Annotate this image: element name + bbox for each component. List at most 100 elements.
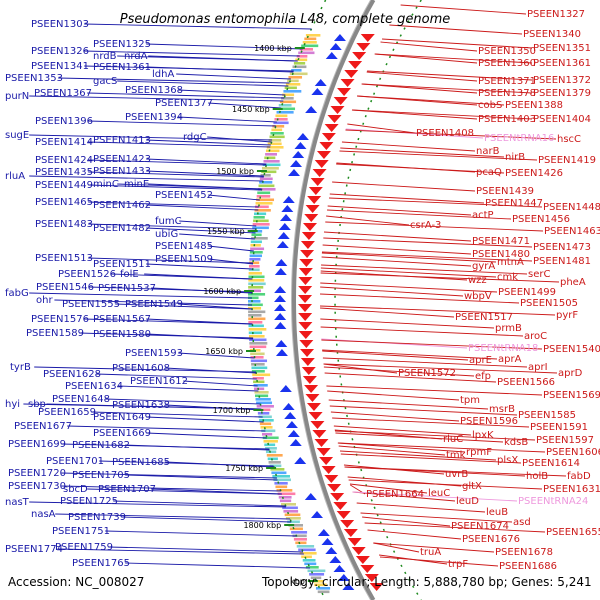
left-gene-label[interactable]: PSEEN1341 — [31, 61, 89, 72]
left-gene-label[interactable]: PSEEN1725 — [60, 496, 118, 507]
right-gene-label[interactable]: PSEEN1378 — [478, 88, 536, 99]
right-gene-label[interactable]: cobS — [478, 100, 502, 111]
right-gene-label[interactable]: uvrB — [445, 469, 468, 480]
right-gene-label[interactable]: aprA — [498, 354, 522, 365]
left-gene-label[interactable]: PSEEN1567 — [93, 314, 151, 325]
right-gene-label[interactable]: wbpV — [464, 291, 492, 302]
right-gene-label[interactable]: narB — [476, 146, 500, 157]
right-gene-label[interactable]: PSEEN1471 — [472, 236, 530, 247]
right-gene-label[interactable]: PSEEN1517 — [455, 312, 513, 323]
right-gene-label[interactable]: PSEEN1678 — [495, 547, 553, 558]
right-gene-label[interactable]: lpxK — [472, 430, 494, 441]
left-gene-label[interactable]: PSEEN1513 — [35, 253, 93, 264]
right-gene-label[interactable]: PSEEN1481 — [533, 256, 591, 267]
left-gene-label[interactable]: PSEEN1707 — [98, 484, 156, 495]
left-gene-label[interactable]: PSEEN1377 — [155, 98, 213, 109]
right-gene-label[interactable]: leuC — [428, 488, 450, 499]
left-gene-label[interactable]: PSEEN1774 — [5, 544, 63, 555]
right-gene-label[interactable]: pcaQ — [476, 167, 502, 178]
right-gene-label[interactable]: gltX — [462, 481, 482, 492]
left-gene-label[interactable]: PSEEN1367 — [34, 88, 92, 99]
left-gene-label[interactable]: PSEEN1699 — [8, 439, 66, 450]
right-gene-label[interactable]: PSEEN1597 — [536, 435, 594, 446]
right-gene-label[interactable]: PSEEN1361 — [533, 58, 591, 69]
right-gene-label[interactable]: rluC — [443, 434, 463, 445]
right-gene-label[interactable]: PSEEN1448 — [543, 202, 600, 213]
right-gene-label[interactable]: PSEENtRNA24 — [518, 496, 588, 507]
left-gene-label[interactable]: ubiG — [155, 229, 178, 240]
left-gene-label[interactable]: PSEEN1325 — [93, 39, 151, 50]
right-gene-label[interactable]: PSEEN1655 — [546, 527, 600, 538]
right-gene-label[interactable]: PSEEN1664 — [366, 489, 424, 500]
left-gene-label[interactable]: PSEEN1669 — [93, 428, 151, 439]
left-gene-label[interactable]: PSEEN1465 — [35, 197, 93, 208]
right-gene-label[interactable]: PSEEN1360 — [478, 58, 536, 69]
left-gene-label[interactable]: PSEEN1555 — [62, 299, 120, 310]
left-gene-label[interactable]: fumC — [155, 216, 182, 227]
left-gene-label[interactable]: rluA — [5, 171, 25, 182]
left-gene-label[interactable]: nasA — [31, 509, 56, 520]
left-gene-label[interactable]: PSEEN1720 — [8, 468, 66, 479]
left-gene-label[interactable]: PSEEN1634 — [65, 381, 123, 392]
left-gene-label[interactable]: PSEEN1608 — [112, 363, 170, 374]
right-gene-label[interactable]: wzz — [468, 275, 487, 286]
right-gene-label[interactable]: PSEEN1566 — [497, 377, 555, 388]
left-gene-label[interactable]: PSEEN1303 — [31, 19, 89, 30]
left-gene-label[interactable]: PSEEN1368 — [125, 85, 183, 96]
left-gene-label[interactable]: PSEEN1589 — [26, 328, 84, 339]
right-gene-label[interactable]: PSEEN1499 — [498, 287, 556, 298]
right-gene-label[interactable]: PSEEN1351 — [533, 43, 591, 54]
right-gene-label[interactable]: PSEEN1572 — [398, 368, 456, 379]
left-gene-label[interactable]: nasT — [5, 497, 30, 508]
left-gene-label[interactable]: PSEEN1394 — [125, 112, 183, 123]
left-gene-label[interactable]: PSEEN1326 — [31, 46, 89, 57]
right-gene-label[interactable]: PSEEN1614 — [522, 458, 580, 469]
right-gene-label[interactable]: kdsB — [504, 437, 528, 448]
right-gene-label[interactable]: PSEEN1419 — [538, 155, 596, 166]
left-gene-label[interactable]: nrdA — [124, 51, 148, 62]
right-gene-label[interactable]: gyrA — [472, 261, 495, 272]
left-gene-label[interactable]: purN — [5, 91, 29, 102]
left-gene-label[interactable]: PSEEN1433 — [93, 166, 151, 177]
right-gene-label[interactable]: PSEEN1408 — [416, 128, 474, 139]
left-gene-label[interactable]: folE — [120, 269, 139, 280]
left-gene-label[interactable]: PSEEN1452 — [155, 190, 213, 201]
left-gene-label[interactable]: tyrB — [10, 362, 31, 373]
left-gene-label[interactable]: nrdB — [93, 51, 117, 62]
left-gene-label[interactable]: PSEEN1449 — [35, 180, 93, 191]
right-gene-label[interactable]: aprI — [528, 362, 548, 373]
right-gene-label[interactable]: rpmF — [466, 447, 492, 458]
left-gene-label[interactable]: PSEEN1435 — [35, 167, 93, 178]
right-gene-label[interactable]: PSEEN1371 — [478, 76, 536, 87]
right-gene-label[interactable]: pyrF — [556, 310, 578, 321]
left-gene-label[interactable]: PSEEN1511 — [93, 259, 151, 270]
right-gene-label[interactable]: PSEEN1463 — [544, 226, 600, 237]
right-gene-label[interactable]: PSEEN1505 — [520, 298, 578, 309]
left-gene-label[interactable]: ldhA — [152, 69, 174, 80]
right-gene-label[interactable]: prmB — [495, 323, 522, 334]
left-gene-label[interactable]: gacS — [93, 76, 117, 87]
right-gene-label[interactable]: PSEEN1585 — [518, 410, 576, 421]
right-gene-label[interactable]: truA — [420, 547, 441, 558]
right-gene-label[interactable]: hscC — [557, 134, 581, 145]
left-gene-label[interactable]: PSEEN1424 — [35, 155, 93, 166]
right-gene-label[interactable]: fabD — [567, 471, 591, 482]
right-gene-label[interactable]: PSEEN1327 — [527, 9, 585, 20]
left-gene-label[interactable]: PSEEN1546 — [36, 282, 94, 293]
left-gene-label[interactable]: PSEEN1677 — [14, 421, 72, 432]
left-gene-label[interactable]: PSEEN1705 — [72, 470, 130, 481]
right-gene-label[interactable]: msrB — [489, 404, 515, 415]
right-gene-label[interactable]: PSEEN1426 — [505, 168, 563, 179]
right-gene-label[interactable]: trpF — [448, 559, 468, 570]
left-gene-label[interactable]: PSEEN1648 — [52, 394, 110, 405]
left-gene-label[interactable]: PSEEN1759 — [55, 542, 113, 553]
right-gene-label[interactable]: PSEEN1676 — [462, 534, 520, 545]
right-gene-label[interactable]: PSEEN1540 — [543, 344, 600, 355]
right-gene-label[interactable]: PSEEN1473 — [533, 242, 591, 253]
left-gene-label[interactable]: PSEEN1361 — [93, 62, 151, 73]
right-gene-label[interactable]: PSEEN1674 — [451, 521, 509, 532]
right-gene-label[interactable]: leuD — [456, 496, 479, 507]
left-gene-label[interactable]: sugE — [5, 130, 29, 141]
left-gene-label[interactable]: PSEEN1701 — [46, 456, 104, 467]
right-gene-label[interactable]: efp — [475, 371, 491, 382]
